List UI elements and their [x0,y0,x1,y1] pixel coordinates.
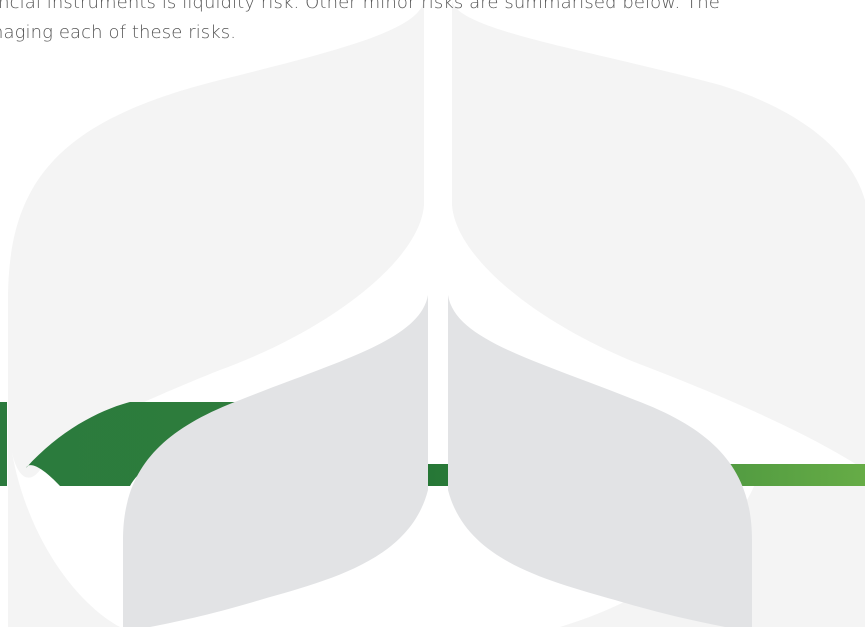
paragraph-line-1: ancial instruments is liquidity risk. Ot… [0,0,720,13]
left-light-leaf-lower-shape [8,420,120,627]
green-edge-band [0,402,7,486]
right-mid-leaf-shape [448,295,752,627]
left-mid-leaf-shape [123,295,428,627]
right-light-leaf-shape [452,0,865,470]
left-light-leaf-shape [8,0,424,478]
paragraph-line-2: naging each of these risks. [0,22,237,43]
body-paragraph: ancial instruments is liquidity risk. Ot… [0,0,865,48]
